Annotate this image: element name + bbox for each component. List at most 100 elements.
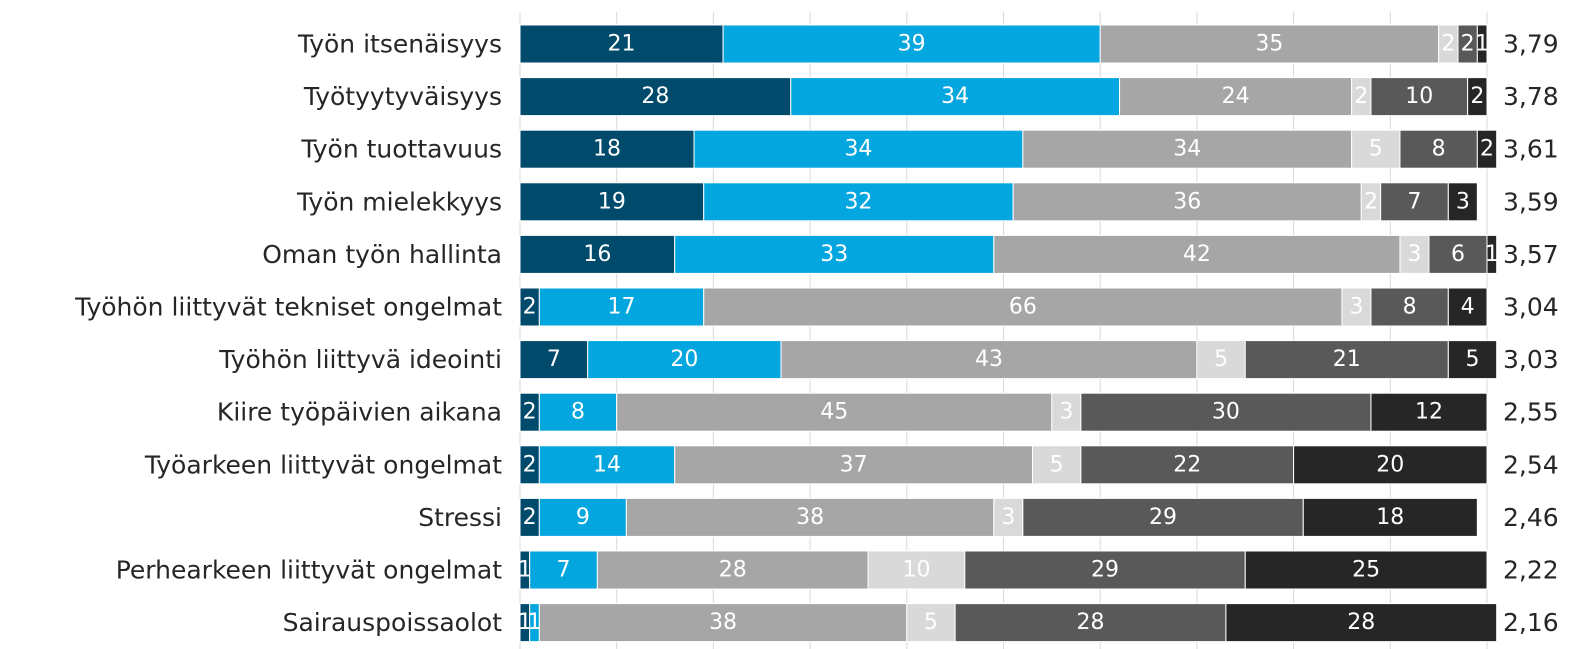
data-label: 19 xyxy=(598,189,626,214)
data-label: 25 xyxy=(1352,558,1380,583)
bar-segment xyxy=(693,129,1024,169)
bar-segment xyxy=(674,234,995,274)
average-label: 2,16 xyxy=(1503,608,1559,637)
category-label: Stressi xyxy=(418,503,502,532)
bar-segment xyxy=(1370,77,1469,117)
data-label: 29 xyxy=(1091,558,1119,583)
data-label: 7 xyxy=(1407,189,1421,214)
data-label: 2 xyxy=(1480,137,1494,162)
data-label: 3 xyxy=(1059,400,1073,425)
data-label: 42 xyxy=(1183,242,1211,267)
bar-segment xyxy=(1476,24,1488,64)
bar-segment xyxy=(1351,129,1401,169)
data-label: 8 xyxy=(571,400,585,425)
average-values: 3,79 3,78 3,61 3,59 3,57 3,04 3,03 2,55 2,54 2,46… xyxy=(1503,30,1559,638)
bar-segment xyxy=(538,392,618,432)
bar-segment xyxy=(538,445,676,485)
bar-segment xyxy=(519,234,676,274)
bar-segment xyxy=(1447,340,1498,380)
data-label: 33 xyxy=(820,242,848,267)
data-label: 3 xyxy=(1456,189,1470,214)
data-label: 2 xyxy=(1461,32,1475,57)
data-label: 2 xyxy=(523,295,537,320)
category-label: Oman työn hallinta xyxy=(262,240,502,269)
data-label: 6 xyxy=(1451,242,1465,267)
bar-segment xyxy=(1022,497,1304,537)
data-label: 29 xyxy=(1149,505,1177,530)
bar-segment xyxy=(519,340,589,380)
bar-segment xyxy=(625,497,995,537)
data-label: 32 xyxy=(844,189,872,214)
data-label: 24 xyxy=(1222,84,1250,109)
category-label: Perhearkeen liittyvät ongelmat xyxy=(116,556,502,585)
data-label: 9 xyxy=(576,505,590,530)
bar-segment xyxy=(587,340,782,380)
bar-segment xyxy=(1196,340,1246,380)
data-label: 4 xyxy=(1461,295,1475,320)
gridlines xyxy=(519,12,1488,649)
data-label: 38 xyxy=(709,610,737,635)
data-label: 30 xyxy=(1212,400,1240,425)
category-label: Työn mielekkyys xyxy=(296,187,502,216)
data-label: 21 xyxy=(608,32,636,57)
data-label: 2 xyxy=(1364,189,1378,214)
bar-segment xyxy=(993,234,1401,274)
bar-segment xyxy=(519,129,695,169)
category-label: Työtyytyväisyys xyxy=(303,82,502,111)
data-label: 21 xyxy=(1333,347,1361,372)
bar-segment xyxy=(519,182,705,222)
data-label: 3 xyxy=(1001,505,1015,530)
data-label: 28 xyxy=(719,558,747,583)
data-label: 36 xyxy=(1173,189,1201,214)
average-label: 2,22 xyxy=(1503,556,1559,585)
bar-segment xyxy=(1447,287,1488,327)
bar-segment xyxy=(1225,603,1498,643)
data-label: 7 xyxy=(557,558,571,583)
data-label: 1 xyxy=(518,610,532,635)
category-label: Työhön liittyvä ideointi xyxy=(218,345,502,374)
data-label: 34 xyxy=(844,137,872,162)
data-label: 28 xyxy=(641,84,669,109)
data-label: 37 xyxy=(840,452,868,477)
bar-segment xyxy=(1080,445,1295,485)
data-label: 3 xyxy=(1407,242,1421,267)
data-label: 2 xyxy=(523,452,537,477)
average-label: 3,79 xyxy=(1503,30,1559,59)
data-label: 35 xyxy=(1255,32,1283,57)
data-label: 2 xyxy=(1470,84,1484,109)
bar-segment xyxy=(1051,392,1082,432)
category-label: Kiire työpäivien aikana xyxy=(217,398,502,427)
data-label: 66 xyxy=(1009,295,1037,320)
data-label: 38 xyxy=(796,505,824,530)
average-label: 2,54 xyxy=(1503,450,1559,479)
average-label: 3,57 xyxy=(1503,240,1559,269)
data-label: 10 xyxy=(902,558,930,583)
data-label: 10 xyxy=(1405,84,1433,109)
data-label: 1 xyxy=(528,610,542,635)
bar-segment xyxy=(1080,392,1372,432)
bar-segment xyxy=(1293,445,1488,485)
data-label: 1 xyxy=(518,558,532,583)
data-label: 8 xyxy=(1432,137,1446,162)
data-label: 43 xyxy=(975,347,1003,372)
bar-segment xyxy=(993,497,1024,537)
data-label: 18 xyxy=(593,137,621,162)
data-label: 8 xyxy=(1403,295,1417,320)
category-labels: Työn itsenäisyys Työtyytyväisyys Työn tuot… xyxy=(74,30,502,638)
category-label: Työn itsenäisyys xyxy=(297,30,502,59)
data-label: 20 xyxy=(670,347,698,372)
data-label: 28 xyxy=(1077,610,1105,635)
bar-segment xyxy=(1380,182,1449,222)
data-label: 3 xyxy=(1349,295,1363,320)
data-label: 2 xyxy=(1354,84,1368,109)
bar-segment xyxy=(1399,234,1430,274)
average-label: 3,61 xyxy=(1503,135,1559,164)
data-label: 45 xyxy=(820,400,848,425)
bar-segment xyxy=(1476,129,1498,169)
bar-segment xyxy=(674,445,1034,485)
data-label: 20 xyxy=(1376,452,1404,477)
bar-segment xyxy=(1447,182,1478,222)
bar-segment xyxy=(906,603,956,643)
data-label: 18 xyxy=(1376,505,1404,530)
